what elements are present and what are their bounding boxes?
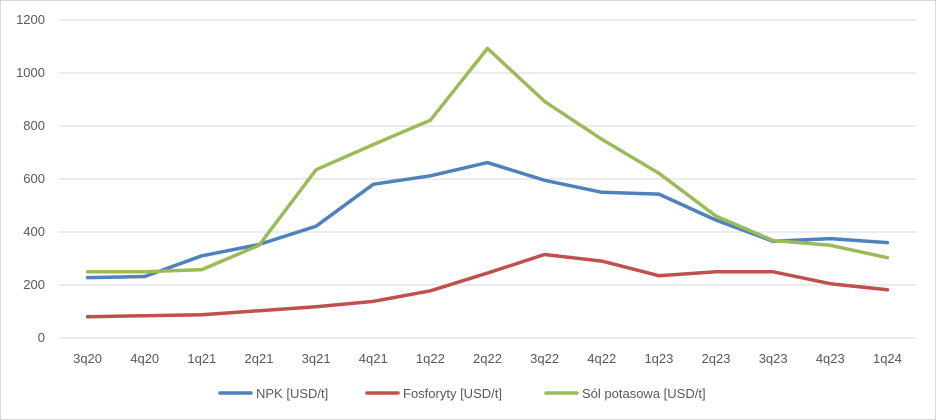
legend-label-1: Fosforyty [USD/t] — [403, 386, 502, 401]
y-tick-label: 800 — [23, 118, 45, 133]
x-tick-label: 1q22 — [416, 351, 445, 366]
x-tick-label: 3q21 — [302, 351, 331, 366]
y-tick-label: 1200 — [16, 12, 45, 27]
x-tick-label: 2q22 — [473, 351, 502, 366]
gridlines — [59, 19, 916, 339]
series-line-1 — [85, 252, 890, 319]
y-tick-label: 400 — [23, 224, 45, 239]
x-tick-label: 3q20 — [73, 351, 102, 366]
x-tick-label: 2q21 — [245, 351, 274, 366]
series-line-2 — [85, 46, 890, 274]
x-axis-ticks: 3q20 4q20 1q21 2q21 3q21 4q21 1q22 2q22 3q22 4q22… — [73, 351, 902, 366]
x-tick-label: 1q21 — [187, 351, 216, 366]
y-tick-label: 600 — [23, 171, 45, 186]
y-axis-ticks: 0 200 400 600 800 1000 1200 — [16, 12, 45, 345]
series-line-0 — [85, 160, 890, 280]
x-tick-label: 4q20 — [130, 351, 159, 366]
x-tick-label: 3q23 — [759, 351, 788, 366]
x-tick-label: 4q23 — [816, 351, 845, 366]
x-tick-label: 4q21 — [359, 351, 388, 366]
legend: NPK [USD/t] Fosforyty [USD/t] Sól potasowa… — [218, 386, 706, 401]
y-tick-label: 1000 — [16, 65, 45, 80]
x-tick-label: 3q22 — [530, 351, 559, 366]
x-tick-label: 4q22 — [587, 351, 616, 366]
x-tick-label: 1q24 — [873, 351, 902, 366]
y-tick-label: 200 — [23, 277, 45, 292]
y-tick-label: 0 — [38, 330, 45, 345]
series-lines — [85, 46, 890, 319]
legend-label-2: Sól potasowa [USD/t] — [582, 386, 706, 401]
legend-label-0: NPK [USD/t] — [256, 386, 328, 401]
x-tick-label: 1q23 — [644, 351, 673, 366]
x-tick-label: 2q23 — [702, 351, 731, 366]
